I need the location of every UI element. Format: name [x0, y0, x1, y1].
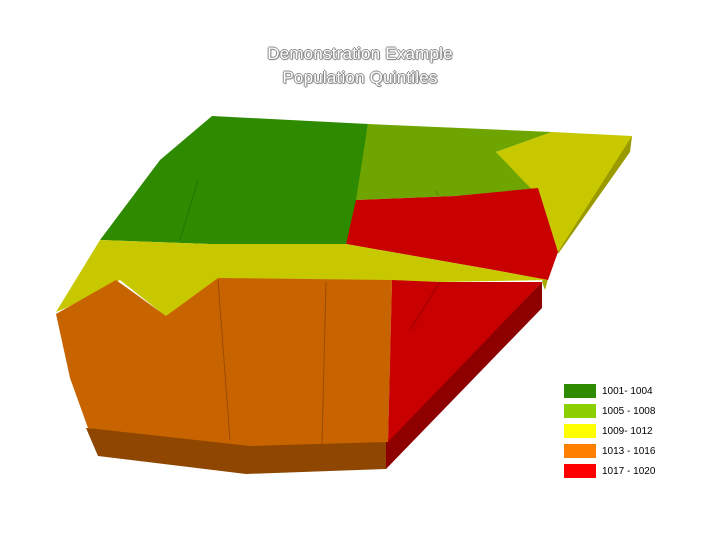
boundary-line-3 — [409, 281, 441, 331]
map-title-line-2: Population Quintiles — [282, 68, 438, 87]
legend-swatch — [564, 444, 596, 458]
legend-label: 1013 - 1016 — [602, 445, 656, 457]
boundary-line-2 — [321, 281, 327, 445]
region-north-central — [356, 124, 552, 200]
legend-swatch — [564, 384, 596, 398]
region-north-west — [100, 116, 368, 244]
boundary-line-5 — [179, 179, 199, 241]
region-east-central — [346, 188, 558, 280]
boundary-line-4 — [435, 189, 439, 197]
legend-item: 1017 - 1020 — [564, 463, 658, 479]
legend-label: 1001- 1004 — [602, 385, 653, 397]
region-north-east — [496, 132, 632, 252]
legend-item: 1005 - 1008 — [564, 403, 658, 419]
map-title: Demonstration Example Population Quintil… — [0, 42, 720, 90]
map-title-line-1: Demonstration Example — [267, 44, 453, 63]
legend-swatch — [564, 404, 596, 418]
region-south-east — [388, 280, 542, 442]
legend-swatch — [564, 424, 596, 438]
legend-label: 1005 - 1008 — [602, 405, 656, 417]
legend-swatch — [564, 464, 596, 478]
boundary-line-1 — [217, 279, 231, 441]
legend-item: 1013 - 1016 — [564, 443, 658, 459]
legend-item: 1009- 1012 — [564, 423, 658, 439]
map-legend: 1001- 1004 1005 - 1008 1009- 1012 1013 -… — [562, 381, 658, 482]
legend-label: 1009- 1012 — [602, 425, 653, 437]
legend-item: 1001- 1004 — [564, 383, 658, 399]
region-south-east-side — [386, 282, 542, 469]
legend-label: 1017 - 1020 — [602, 465, 656, 477]
